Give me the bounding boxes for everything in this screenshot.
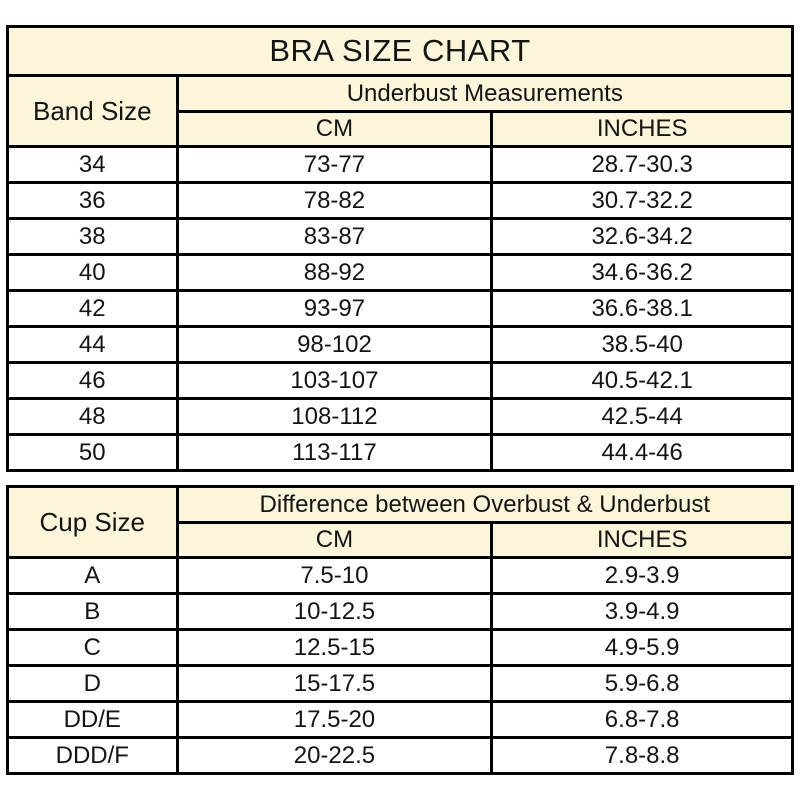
table-row: 40 88-92 34.6-36.2 <box>6 253 794 292</box>
table-row: C 12.5-15 4.9-5.9 <box>6 628 794 667</box>
inches-value-cell: 30.7-32.2 <box>490 181 794 220</box>
sub-header-row: CM INCHES <box>8 110 794 148</box>
cm-value-cell: 113-117 <box>175 433 494 472</box>
band-size-cell: 40 <box>6 253 179 292</box>
inches-value-cell: 7.8-8.8 <box>490 736 794 775</box>
cm-value-cell: 88-92 <box>175 253 494 292</box>
band-size-cell: 50 <box>6 433 179 472</box>
table-row: D 15-17.5 5.9-6.8 <box>6 664 794 703</box>
cm-value-cell: 20-22.5 <box>175 736 494 775</box>
inches-value-cell: 34.6-36.2 <box>490 253 794 292</box>
band-size-cell: 36 <box>6 181 179 220</box>
cm-value-cell: 12.5-15 <box>175 628 494 667</box>
cup-size-cell: C <box>6 628 179 667</box>
band-size-cell: 38 <box>6 217 179 256</box>
cm-value-cell: 108-112 <box>175 397 494 436</box>
cm-value-cell: 7.5-10 <box>175 556 494 595</box>
band-size-cell: 34 <box>6 145 179 184</box>
table-row: 38 83-87 32.6-34.2 <box>6 217 794 256</box>
cup-size-cell: B <box>6 592 179 631</box>
cm-value-cell: 17.5-20 <box>175 700 494 739</box>
inches-value-cell: 3.9-4.9 <box>490 592 794 631</box>
band-size-table: BRA SIZE CHART Band Size Underbust Measu… <box>6 25 795 472</box>
cup-size-table-body: A 7.5-10 2.9-3.9 B 10-12.5 3.9-4.9 C 12.… <box>6 556 794 775</box>
table-row: B 10-12.5 3.9-4.9 <box>6 592 794 631</box>
group-header-row: Band Size Underbust Measurements <box>6 74 795 148</box>
band-size-table-body: 34 73-77 28.7-30.3 36 78-82 30.7-32.2 38… <box>6 145 794 472</box>
cm-value-cell: 73-77 <box>175 145 494 184</box>
table-row: 44 98-102 38.5-40 <box>6 325 794 364</box>
inches-value-cell: 2.9-3.9 <box>490 556 794 595</box>
band-size-cell: 42 <box>6 289 179 328</box>
table-row: 46 103-107 40.5-42.1 <box>6 361 794 400</box>
cm-column-header: CM <box>175 110 494 148</box>
cm-value-cell: 15-17.5 <box>175 664 494 703</box>
cup-size-cell: DDD/F <box>6 736 179 775</box>
table-row: DD/E 17.5-20 6.8-7.8 <box>6 700 794 739</box>
band-size-cell: 46 <box>6 361 179 400</box>
cm-value-cell: 98-102 <box>175 325 494 364</box>
table-row: DDD/F 20-22.5 7.8-8.8 <box>6 736 794 775</box>
sub-header-row: CM INCHES <box>8 521 794 559</box>
band-size-cell: 44 <box>6 325 179 364</box>
inches-value-cell: 28.7-30.3 <box>490 145 794 184</box>
inches-value-cell: 6.8-7.8 <box>490 700 794 739</box>
inches-value-cell: 44.4-46 <box>490 433 794 472</box>
cm-value-cell: 103-107 <box>175 361 494 400</box>
inches-value-cell: 4.9-5.9 <box>490 628 794 667</box>
cup-size-cell: D <box>6 664 179 703</box>
group-header-row: Cup Size Difference between Overbust & U… <box>6 485 795 559</box>
chart-title: BRA SIZE CHART <box>6 25 794 77</box>
difference-header: Difference between Overbust & Underbust <box>175 485 795 524</box>
cm-value-cell: 83-87 <box>175 217 494 256</box>
cm-column-header: CM <box>175 521 494 559</box>
cup-size-cell: DD/E <box>6 700 179 739</box>
band-size-header: Band Size <box>6 74 179 148</box>
inches-column-header: INCHES <box>490 110 794 148</box>
inches-value-cell: 40.5-42.1 <box>490 361 794 400</box>
title-row: BRA SIZE CHART <box>6 25 794 77</box>
table-row: 34 73-77 28.7-30.3 <box>6 145 794 184</box>
band-size-cell: 48 <box>6 397 179 436</box>
inches-value-cell: 32.6-34.2 <box>490 217 794 256</box>
inches-value-cell: 5.9-6.8 <box>490 664 794 703</box>
table-row: A 7.5-10 2.9-3.9 <box>6 556 794 595</box>
inches-value-cell: 42.5-44 <box>490 397 794 436</box>
table-row: 36 78-82 30.7-32.2 <box>6 181 794 220</box>
table-row: 48 108-112 42.5-44 <box>6 397 794 436</box>
inches-column-header: INCHES <box>490 521 794 559</box>
table-row: 50 113-117 44.4-46 <box>6 433 794 472</box>
cup-size-table: Cup Size Difference between Overbust & U… <box>6 485 795 775</box>
cm-value-cell: 93-97 <box>175 289 494 328</box>
cup-size-header: Cup Size <box>6 485 179 559</box>
table-row: 42 93-97 36.6-38.1 <box>6 289 794 328</box>
underbust-measurements-header: Underbust Measurements <box>175 74 795 113</box>
cm-value-cell: 78-82 <box>175 181 494 220</box>
cm-value-cell: 10-12.5 <box>175 592 494 631</box>
cup-size-cell: A <box>6 556 179 595</box>
inches-value-cell: 36.6-38.1 <box>490 289 794 328</box>
inches-value-cell: 38.5-40 <box>490 325 794 364</box>
